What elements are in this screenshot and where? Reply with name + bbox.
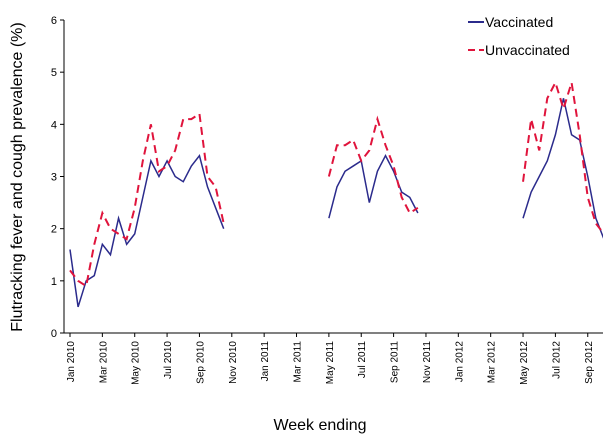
- x-tick-label: May 2011: [325, 341, 336, 385]
- y-tick-label: 3: [51, 172, 57, 184]
- x-tick-label: Jul 2012: [551, 341, 562, 379]
- x-tick-label: Jan 2011: [260, 341, 271, 382]
- y-axis-label: Flutracking fever and cough prevalence (…: [9, 22, 26, 332]
- y-tick-label: 6: [51, 15, 57, 27]
- series-line: [69, 79, 603, 288]
- x-tick-label: Mar 2012: [487, 341, 498, 384]
- x-tick-label: Mar 2010: [98, 341, 109, 384]
- x-tick-label: Nov 2011: [422, 341, 433, 384]
- y-tick-label: 5: [51, 67, 57, 79]
- x-tick-label: Jan 2012: [454, 341, 465, 383]
- y-tick-label: 0: [51, 328, 57, 340]
- x-axis-label: Week ending: [273, 417, 366, 434]
- legend-label: Unvaccinated: [485, 42, 570, 58]
- x-tick-label: May 2010: [131, 341, 142, 385]
- legend-label: Vaccinated: [485, 14, 553, 30]
- y-tick-label: 2: [51, 224, 57, 236]
- x-tick-label: Jan 2010: [66, 341, 77, 383]
- x-tick-label: Sep 2010: [195, 341, 206, 384]
- x-tick-label: Jul 2010: [163, 341, 174, 379]
- x-tick-label: May 2012: [519, 341, 530, 385]
- x-tick-label: Jul 2011: [357, 341, 368, 379]
- x-tick-label: Mar 2011: [293, 341, 304, 383]
- x-tick-label: Sep 2012: [584, 341, 595, 384]
- y-tick-label: 4: [51, 119, 57, 131]
- x-tick-label: Sep 2011: [390, 341, 401, 384]
- y-tick-label: 1: [51, 276, 57, 288]
- x-tick-label: Nov 2010: [228, 341, 239, 384]
- series-line: [69, 98, 603, 308]
